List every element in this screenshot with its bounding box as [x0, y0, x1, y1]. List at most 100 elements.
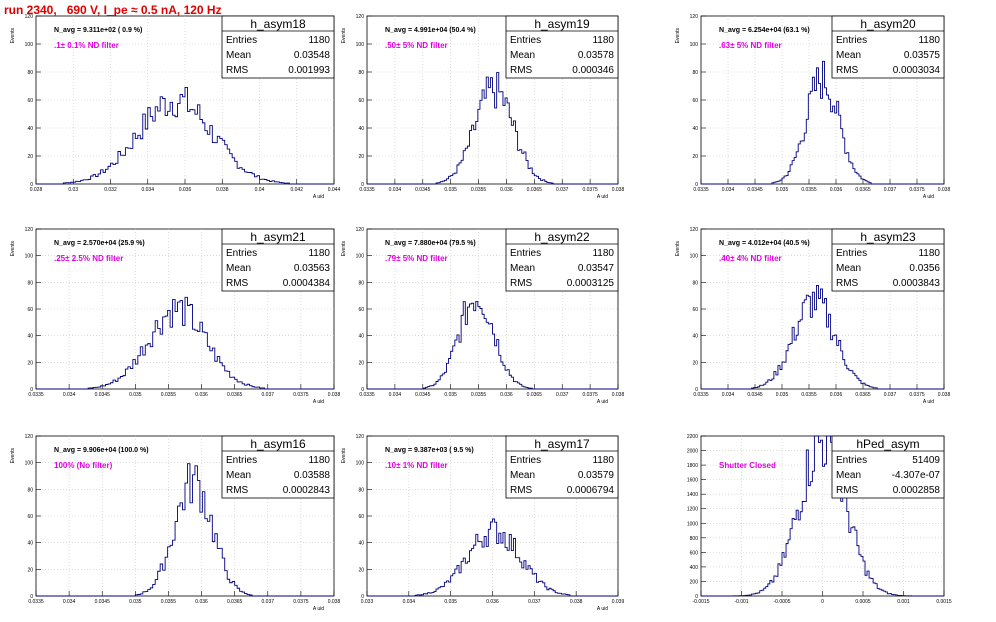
stats-value: 0.0003843 — [893, 278, 941, 289]
y-tick-label: 20 — [692, 360, 698, 366]
stats-box — [221, 435, 335, 499]
x-tick-label: 0.036 — [500, 392, 513, 398]
stats-value: 1180 — [308, 455, 330, 466]
x-tick-label: 0.0355 — [471, 392, 487, 398]
x-tick-label: 0.035 — [444, 599, 457, 605]
histogram-name: h_asym20 — [860, 17, 916, 31]
histogram-panel: 0.0335 0.034 0.0345 0.035 0.0355 0.036 0.0365 0… — [341, 14, 624, 200]
x-tick-label: 0.037 — [884, 187, 897, 193]
y-tick-label: 40 — [358, 334, 364, 340]
y-tick-label: 60 — [358, 514, 364, 520]
y-tick-label: 80 — [358, 487, 364, 493]
y-tick-label: 1400 — [687, 492, 698, 498]
histogram-line — [367, 72, 618, 185]
y-tick-label: 80 — [27, 70, 33, 76]
navg-label: N_avg = 4.012e+04 (40.5 %) — [719, 240, 810, 247]
y-tick-label: 800 — [690, 536, 699, 542]
x-tick-label: 0.034 — [63, 392, 76, 398]
histogram-name: hPed_asym — [856, 437, 919, 451]
stats-key: Mean — [510, 50, 535, 61]
stats-value: 1180 — [308, 35, 330, 46]
x-tick-label: 0.0365 — [527, 392, 543, 398]
x-tick-label: 0.0005 — [855, 599, 871, 605]
stats-key: Mean — [226, 263, 251, 274]
y-tick-label: 2200 — [687, 434, 698, 440]
y-tick-label: 80 — [358, 280, 364, 286]
filter-label: .79± 5% ND filter — [385, 254, 448, 263]
x-tick-label: 0.038 — [612, 392, 625, 398]
histogram-panel: 0.028 0.03 0.032 0.034 0.036 0.038 0.04 0.042 0.… — [10, 14, 340, 200]
x-tick-label: 0.035 — [444, 392, 457, 398]
y-tick-label: 100 — [356, 254, 365, 260]
y-tick-label: 20 — [358, 360, 364, 366]
navg-label: N_avg = 4.991e+04 (50.4 %) — [385, 27, 476, 34]
x-tick-label: 0.0365 — [227, 599, 243, 605]
y-tick-label: 20 — [27, 567, 33, 573]
stats-key: Entries — [510, 248, 541, 259]
y-tick-label: 60 — [27, 98, 33, 104]
y-tick-label: 120 — [356, 14, 365, 20]
stats-value: 0.0003125 — [567, 278, 615, 289]
histogram-line — [701, 285, 944, 390]
x-tick-label: 0.0345 — [747, 392, 763, 398]
x-tick-label: 0.034 — [141, 187, 154, 193]
y-tick-label: 100 — [690, 254, 699, 260]
stats-value: 0.03579 — [578, 470, 615, 481]
x-axis-label: A uid — [313, 399, 324, 405]
histogram-line — [36, 296, 334, 390]
stats-key: RMS — [226, 278, 249, 289]
x-tick-label: 0.038 — [612, 187, 625, 193]
histogram-line — [36, 463, 334, 597]
x-tick-label: 0.0335 — [359, 187, 375, 193]
x-tick-label: 0.0375 — [293, 392, 309, 398]
x-tick-label: 0.0335 — [693, 187, 709, 193]
y-tick-label: 20 — [27, 360, 33, 366]
stats-box — [221, 228, 335, 292]
stats-value: 1180 — [592, 35, 614, 46]
navg-label: N_avg = 9.311e+02 ( 0.9 %) — [54, 27, 142, 34]
x-tick-label: 0.036 — [486, 599, 499, 605]
y-tick-label: 40 — [692, 126, 698, 132]
y-tick-label: 20 — [692, 154, 698, 160]
y-tick-label: 0 — [695, 182, 698, 188]
page-title: run 2340, 690 V, I_pe ≈ 0.5 nA, 120 Hz — [4, 3, 222, 17]
navg-label: N_avg = 7.880e+04 (79.5 %) — [385, 240, 476, 247]
y-tick-label: 60 — [27, 307, 33, 313]
histogram-line — [367, 300, 618, 390]
histogram-panel: 0.0335 0.034 0.0345 0.035 0.0355 0.036 0.0365 0… — [675, 14, 950, 200]
x-tick-label: 0.028 — [30, 187, 43, 193]
x-tick-label: 0.0345 — [415, 392, 431, 398]
histogram-panel: 0.0335 0.034 0.0345 0.035 0.0355 0.036 0.0365 0… — [341, 227, 624, 405]
x-axis-label: A uid — [313, 194, 324, 200]
y-tick-label: 100 — [356, 461, 365, 467]
y-tick-label: 100 — [25, 461, 34, 467]
x-tick-label: 0.0375 — [909, 392, 925, 398]
x-tick-label: 0.037 — [262, 599, 275, 605]
x-tick-label: 0.0355 — [471, 187, 487, 193]
y-tick-label: 600 — [690, 550, 699, 556]
y-tick-label: 20 — [358, 154, 364, 160]
stats-key: RMS — [836, 485, 859, 496]
stats-value: 0.0002858 — [893, 485, 941, 496]
histogram-name: h_asym23 — [860, 230, 916, 244]
stats-key: RMS — [836, 278, 859, 289]
histogram-name: h_asym22 — [534, 230, 590, 244]
x-tick-label: 0.035 — [776, 187, 789, 193]
histogram-name: h_asym19 — [534, 17, 590, 31]
navg-label: N_avg = 9.906e+04 (100.0 %) — [54, 447, 149, 454]
stats-box — [831, 435, 945, 499]
x-tick-label: 0.0355 — [801, 392, 817, 398]
x-tick-label: 0.037 — [556, 187, 569, 193]
histogram-panel: 0.0335 0.034 0.0345 0.035 0.0355 0.036 0.0365 0… — [10, 434, 340, 612]
y-tick-label: 60 — [358, 98, 364, 104]
y-tick-label: 120 — [356, 227, 365, 233]
y-tick-label: 0 — [361, 182, 364, 188]
x-tick-label: 0.0365 — [527, 187, 543, 193]
y-tick-label: 0 — [30, 594, 33, 600]
histogram-panel: 0.033 0.034 0.035 0.036 0.037 0.038 0.039 0 20 40… — [341, 434, 624, 612]
stats-value: 1180 — [592, 248, 614, 259]
stats-key: Entries — [510, 35, 541, 46]
x-tick-label: 0.0375 — [909, 187, 925, 193]
x-tick-label: 0.0375 — [582, 392, 598, 398]
x-tick-label: 0.0345 — [747, 187, 763, 193]
